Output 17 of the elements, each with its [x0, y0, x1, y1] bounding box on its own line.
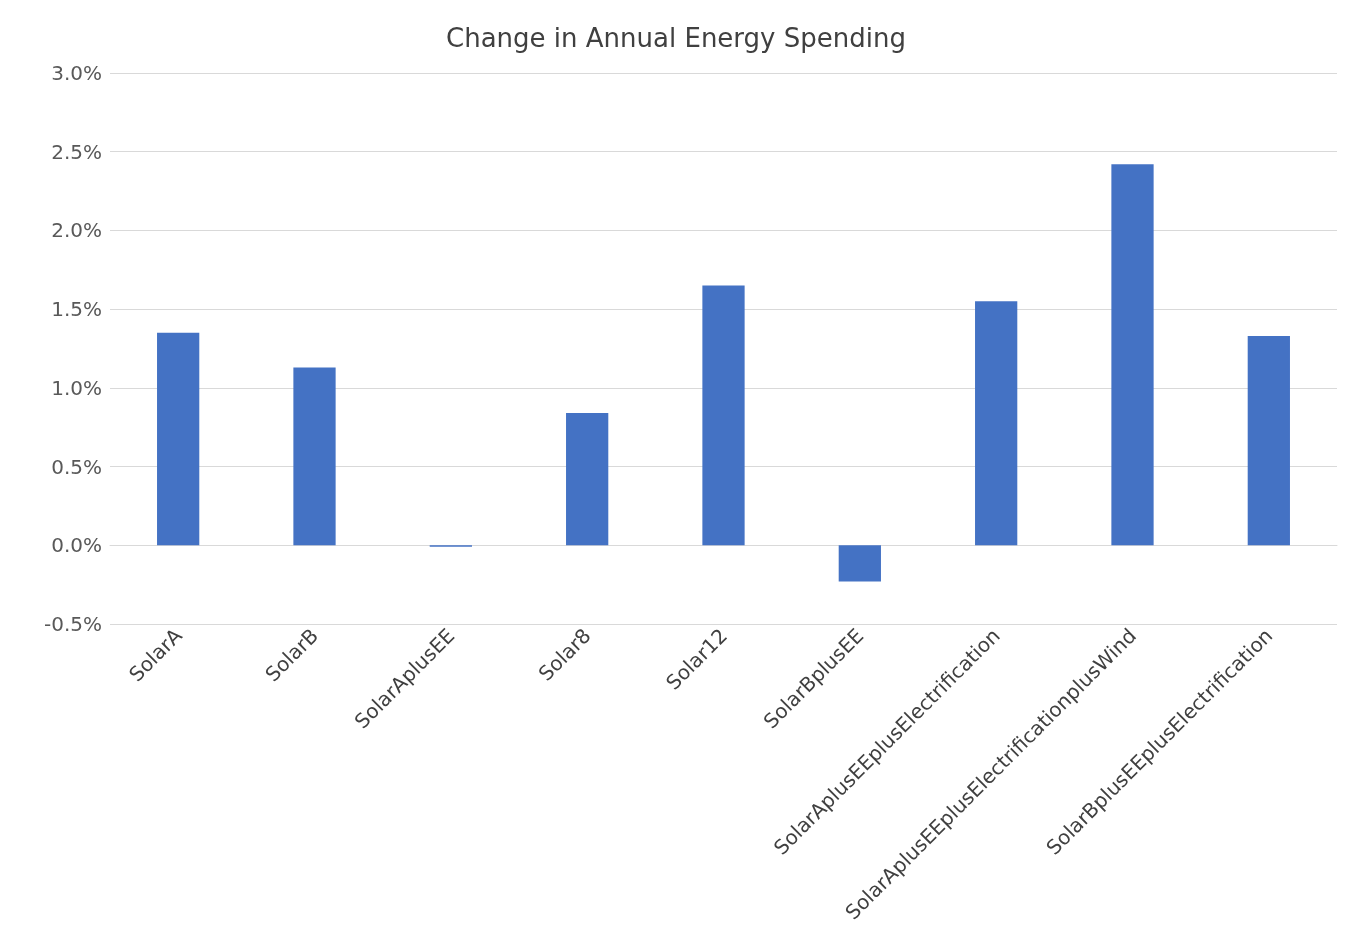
y-tick-label: 3.0%	[51, 61, 102, 85]
y-tick-label: 0.5%	[51, 454, 102, 479]
bar	[1247, 335, 1290, 546]
chart-title: Change in Annual Energy Spending	[446, 23, 906, 53]
y-tick-label: 2.5%	[51, 139, 102, 164]
y-tick-label: -0.5%	[43, 612, 102, 636]
y-tick-label: 0.0%	[51, 533, 102, 558]
bar	[293, 367, 336, 546]
bar	[838, 545, 881, 582]
bar	[975, 301, 1018, 546]
y-tick-label: 1.0%	[51, 375, 102, 400]
bar	[157, 332, 200, 546]
bar	[702, 285, 745, 546]
y-tick-label: 2.0%	[51, 218, 102, 243]
bar	[1111, 164, 1154, 546]
bar	[566, 413, 609, 546]
y-tick-label: 1.5%	[51, 297, 102, 322]
